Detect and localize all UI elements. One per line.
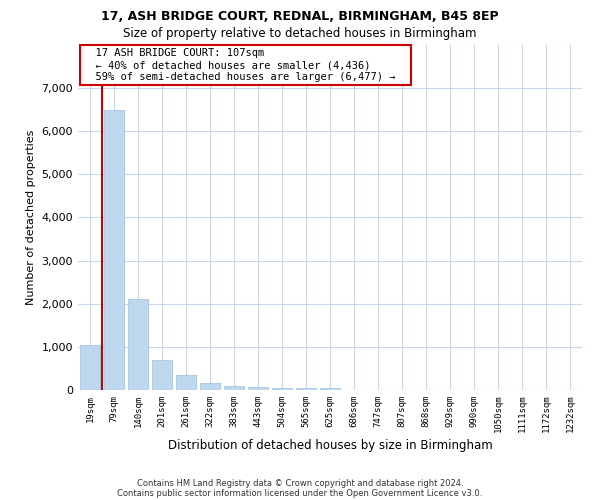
Bar <box>200 383 220 390</box>
Bar <box>272 388 292 390</box>
Bar <box>128 300 148 390</box>
Bar <box>176 375 196 390</box>
Y-axis label: Number of detached properties: Number of detached properties <box>26 130 36 305</box>
Text: Contains public sector information licensed under the Open Government Licence v3: Contains public sector information licen… <box>118 488 482 498</box>
Bar <box>248 387 268 390</box>
Text: 17, ASH BRIDGE COURT, REDNAL, BIRMINGHAM, B45 8EP: 17, ASH BRIDGE COURT, REDNAL, BIRMINGHAM… <box>101 10 499 23</box>
Bar <box>224 386 244 390</box>
Text: 17 ASH BRIDGE COURT: 107sqm  
  ← 40% of detached houses are smaller (4,436)  
 : 17 ASH BRIDGE COURT: 107sqm ← 40% of det… <box>83 48 408 82</box>
X-axis label: Distribution of detached houses by size in Birmingham: Distribution of detached houses by size … <box>167 440 493 452</box>
Bar <box>152 360 172 390</box>
Bar <box>80 344 100 390</box>
Bar <box>296 388 316 390</box>
Bar <box>104 110 124 390</box>
Text: Contains HM Land Registry data © Crown copyright and database right 2024.: Contains HM Land Registry data © Crown c… <box>137 478 463 488</box>
Bar <box>320 388 340 390</box>
Text: Size of property relative to detached houses in Birmingham: Size of property relative to detached ho… <box>123 28 477 40</box>
